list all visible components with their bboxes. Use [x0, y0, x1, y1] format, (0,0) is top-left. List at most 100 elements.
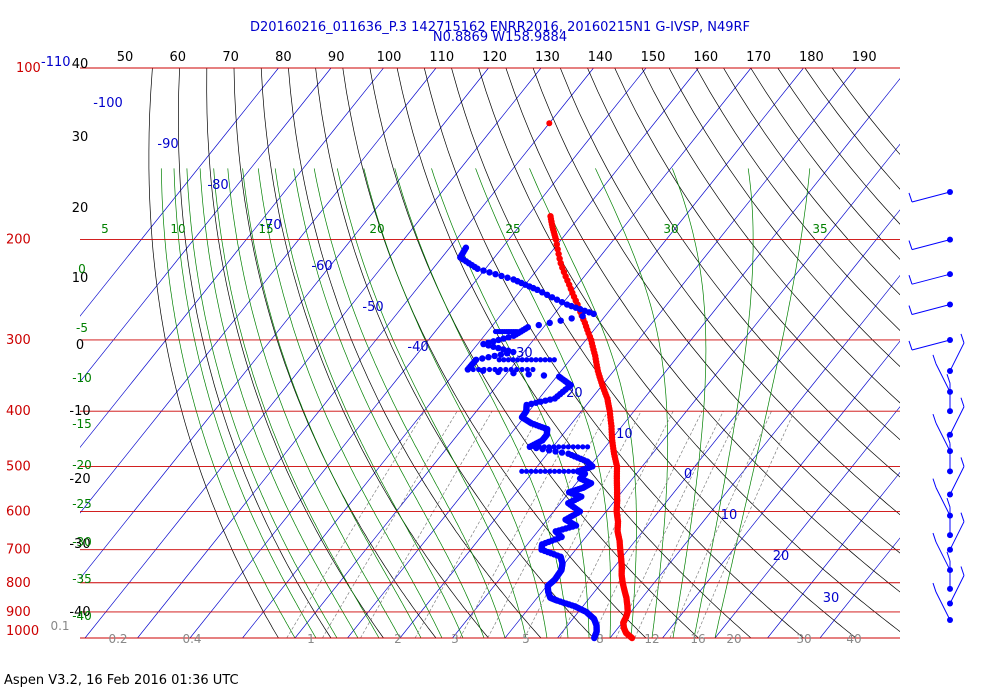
isotherm-line: [557, 209, 900, 638]
dewpoint-point: [555, 373, 563, 380]
dewpoint-point: [556, 444, 562, 450]
moist-adiabat-line: [336, 168, 527, 638]
isotherm-label: -100: [93, 96, 123, 111]
equivalent-potential-temperature-label: -40: [72, 609, 92, 623]
moist-adiabat-line: [242, 168, 422, 638]
dewpoint-point: [533, 357, 539, 363]
wind-barb: [947, 457, 965, 498]
dry-adiabat-line: [260, 68, 489, 638]
moist-adiabat-label: 25: [505, 222, 520, 236]
dewpoint-point: [505, 357, 511, 363]
temperature-point: [553, 241, 560, 248]
dewpoint-point: [556, 468, 562, 474]
dewpoint-point: [547, 357, 553, 363]
isotherm-line: [137, 68, 594, 638]
pressure-tick-label: 500: [6, 459, 31, 474]
dewpoint-point: [524, 366, 531, 373]
top-axis-tick-label: 190: [852, 50, 877, 65]
top-axis-tick-label: 130: [535, 50, 560, 65]
dry-adiabat-line: [505, 68, 900, 593]
equivalent-potential-temperature-label: -25: [72, 497, 92, 511]
dewpoint-point: [481, 366, 487, 373]
moist-adiabat-line: [274, 168, 464, 638]
dewpoint-point: [551, 444, 557, 450]
dewpoint-trace: [457, 244, 600, 642]
dewpoint-point: [542, 468, 548, 474]
moist-adiabat-line: [257, 168, 443, 638]
wind-barb: [908, 271, 953, 285]
top-axis-tick-label: 70: [222, 50, 239, 65]
moist-adiabat-label: 35: [812, 222, 827, 236]
dewpoint-point: [510, 276, 517, 283]
isotherm-line: [399, 68, 857, 638]
isotherm-line: [294, 68, 752, 638]
dewpoint-point: [497, 351, 505, 358]
wind-barb: [908, 188, 953, 203]
wind-barb: [946, 497, 953, 539]
dewpoint-point: [500, 335, 507, 342]
dewpoint-point: [472, 356, 480, 363]
pressure-tick-label: 400: [6, 404, 31, 419]
moist-adiabat-line: [227, 168, 401, 638]
mixing-ratio-label: 0.2: [108, 632, 127, 646]
potential-temperature-label: -20: [69, 472, 90, 487]
dewpoint-point: [462, 244, 470, 251]
dewpoint-point: [565, 450, 572, 457]
isotherm-line: [504, 143, 900, 638]
mixing-ratio-label: 0.1: [50, 619, 69, 633]
mixing-ratio-line: [695, 411, 795, 638]
wind-barbs: [908, 188, 965, 624]
dewpoint-point: [536, 444, 543, 450]
mixing-ratio-line: [322, 411, 458, 638]
wind-barb: [908, 236, 953, 251]
header-title: D20160216_011636_P.3 142715162 ENRR2016,…: [250, 20, 750, 35]
dry-adiabat-line: [396, 68, 752, 638]
isotherm-label: 20: [773, 549, 790, 564]
top-axis-tick-label: 80: [275, 50, 292, 65]
moist-adiabat-line: [475, 168, 612, 638]
dewpoint-point: [579, 312, 586, 320]
dewpoint-point: [533, 468, 539, 474]
dewpoint-point: [551, 468, 558, 474]
dewpoint-point: [528, 357, 534, 363]
dewpoint-point: [575, 444, 581, 450]
top-axis-tick-label: 160: [693, 50, 718, 65]
dewpoint-point: [503, 366, 509, 373]
moist-adiabat-label: 30: [663, 222, 678, 236]
isotherm-line: [84, 68, 542, 638]
top-axis-tick-label: 100: [377, 50, 402, 65]
moist-adiabat-label: 20: [369, 222, 384, 236]
mixing-ratio-label: 30: [796, 632, 811, 646]
isotherm-line: [452, 78, 900, 638]
isotherm-line: [80, 68, 437, 514]
dewpoint-point: [539, 289, 546, 296]
moist-adiabat-line: [595, 168, 669, 638]
top-axis-tick-label: 110: [429, 50, 454, 65]
dewpoint-point: [514, 357, 521, 363]
dewpoint-point: [465, 366, 471, 373]
temperature-trace: [547, 213, 636, 642]
dry-adiabat-line: [587, 68, 900, 478]
dry-adiabat-line: [777, 68, 900, 225]
equivalent-potential-temperature-label: -5: [76, 321, 88, 335]
wind-barb: [946, 434, 953, 475]
wind-barb: [947, 333, 965, 374]
wind-barb: [947, 566, 965, 607]
dewpoint-point: [546, 319, 553, 327]
dewpoint-point: [560, 444, 567, 450]
dry-adiabat-line: [423, 68, 804, 638]
dewpoint-point: [540, 372, 548, 379]
dewpoint-point: [563, 301, 571, 308]
mixing-ratio-label: 8: [596, 632, 604, 646]
dewpoint-point: [492, 328, 499, 335]
dewpoint-point: [537, 357, 544, 363]
isotherm-line: [80, 68, 489, 580]
temperature-point: [554, 246, 561, 253]
potential-temperature-label: 10: [72, 271, 89, 286]
top-axis-tick-label: 90: [328, 50, 345, 65]
dewpoint-point: [492, 366, 498, 373]
footer-timestamp: Aspen V3.2, 16 Feb 2016 01:36 UTC: [4, 673, 239, 688]
isotherm-line: [609, 274, 900, 638]
dry-adiabat-line: [804, 68, 900, 190]
dewpoint-point: [480, 267, 487, 274]
